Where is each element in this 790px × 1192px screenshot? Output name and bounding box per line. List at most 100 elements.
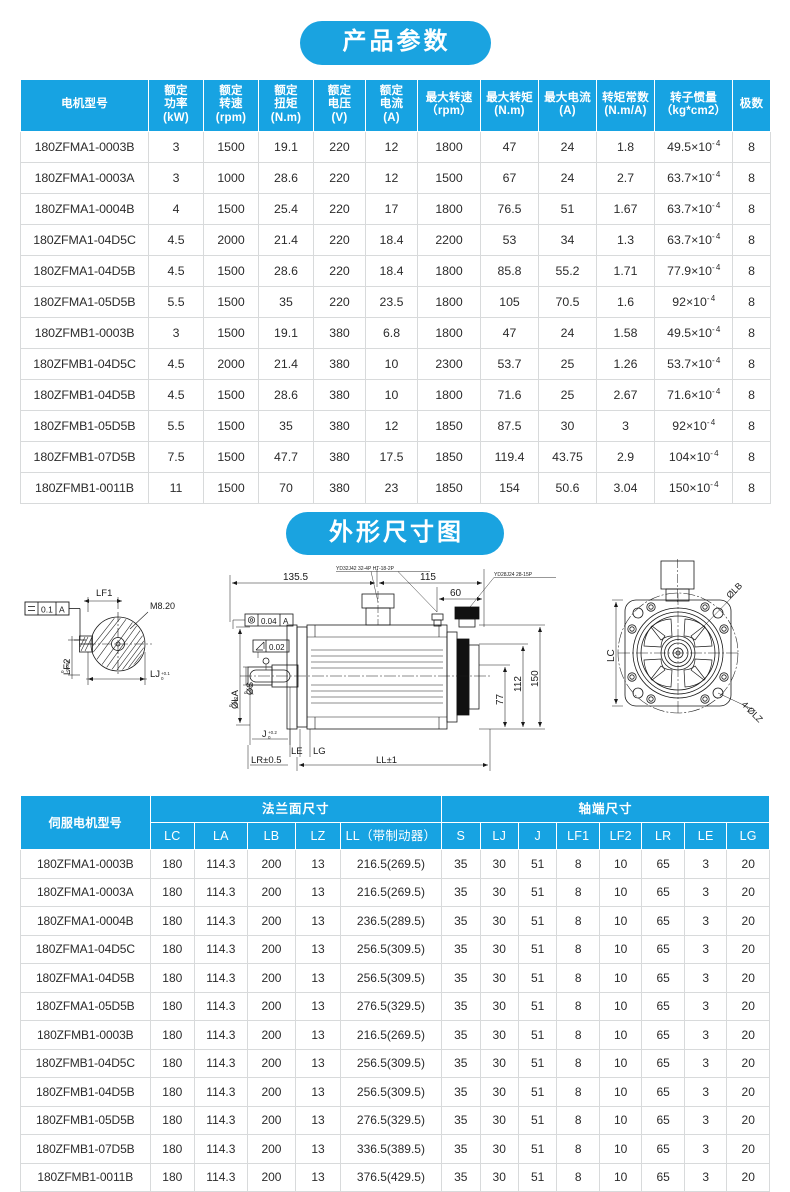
cell-rotor-inertia: 150×10- 4: [654, 471, 733, 504]
header-servo-model: 伺服电机型号: [20, 795, 151, 851]
cell-lb: 200: [246, 1048, 297, 1079]
cell-rated-voltage: 380: [313, 378, 366, 411]
cell-lj: 30: [479, 1162, 519, 1192]
cell-lf2: 10: [598, 1162, 643, 1192]
cell-model: 180ZFMA1-0003B: [20, 130, 149, 163]
cell-rated-power: 4.5: [148, 347, 204, 380]
cell-rated-power: 3: [148, 130, 204, 163]
cell-lg: 20: [726, 1134, 770, 1164]
label-lf2: LF2: [62, 659, 73, 675]
cell-rated-voltage: 220: [313, 192, 366, 225]
cell-rated-speed: 1500: [203, 440, 259, 473]
cell-model: 180ZFMA1-04D5C: [20, 223, 149, 256]
cell-lz: 13: [295, 906, 341, 936]
cell-rated-torque: 35: [258, 409, 314, 442]
cell-le: 3: [683, 1162, 728, 1192]
cell-max-speed: 1800: [417, 316, 481, 349]
cell-poles: 8: [732, 471, 771, 504]
header-ll: LL（带制动器）: [339, 822, 443, 851]
cell-lf2: 10: [598, 934, 643, 965]
label-lc: LC: [606, 649, 617, 662]
dim-112: 112: [513, 676, 524, 692]
cell-rated-current: 6.8: [365, 316, 418, 349]
cell-model: 180ZFMB1-04D5B: [20, 378, 149, 411]
cell-rated-torque: 70: [258, 471, 314, 504]
header-group-flange: 法兰面尺寸: [149, 795, 443, 824]
cell-le: 3: [683, 1134, 728, 1164]
cell-max-torque: 67: [480, 161, 539, 194]
cell-rotor-inertia: 77.9×10- 4: [654, 254, 733, 287]
cell-lr: 65: [641, 1020, 685, 1050]
dim-150: 150: [530, 670, 541, 687]
cell-max-torque: 105: [480, 285, 539, 318]
cell-lj: 30: [479, 849, 519, 879]
cell-le: 3: [683, 991, 728, 1022]
cell-max-torque: 47: [480, 316, 539, 349]
table-row: 180ZFMB1-04D5B 4.5 1500 28.6 380 10 1800 71.6 25…: [20, 378, 771, 411]
cell-ll: 256.5(309.5): [339, 1048, 443, 1079]
cell-lg: 20: [726, 1077, 770, 1107]
cell-model: 180ZFMB1-05D5B: [20, 1105, 151, 1136]
cell-j: 51: [517, 1048, 558, 1079]
cell-max-torque: 85.8: [480, 254, 539, 287]
cell-lb: 200: [246, 906, 297, 936]
header-rated-torque: 额定 扭矩 (N.m): [258, 78, 314, 132]
cell-lf2: 10: [598, 1077, 643, 1107]
cell-lr: 65: [641, 906, 685, 936]
cell-la: 114.3: [194, 1134, 248, 1164]
cell-torque-constant: 1.6: [596, 285, 655, 318]
cell-lf1: 8: [556, 963, 600, 993]
cell-max-current: 55.2: [538, 254, 597, 287]
params-table-wrap: 电机型号 额定 功率 (kW) 额定 转速 (rpm) 额定 扭矩: [0, 78, 790, 504]
table-row: 180ZFMB1-05D5B 180 114.3 200 13 276.5(329.5) 3…: [20, 1105, 770, 1136]
cell-rated-power: 3: [148, 161, 204, 194]
cell-rotor-inertia: 92×10- 4: [654, 285, 733, 318]
cell-lz: 13: [295, 849, 341, 879]
header-lf1: LF1: [556, 822, 600, 851]
cell-j: 51: [517, 1077, 558, 1107]
section-params-heading: 产品参数: [0, 0, 790, 65]
cell-rated-power: 7.5: [148, 440, 204, 473]
cell-ll: 256.5(309.5): [339, 1077, 443, 1107]
cell-lf2: 10: [598, 991, 643, 1022]
cell-model: 180ZFMB1-07D5B: [20, 1134, 151, 1164]
cell-j: 51: [517, 963, 558, 993]
cell-rotor-inertia: 53.7×10- 4: [654, 347, 733, 380]
cell-le: 3: [683, 934, 728, 965]
cell-la: 114.3: [194, 1105, 248, 1136]
cell-lg: 20: [726, 1020, 770, 1050]
table-row: 180ZFMB1-0011B 180 114.3 200 13 376.5(429.5) 3…: [20, 1162, 770, 1192]
cell-lj: 30: [479, 934, 519, 965]
cell-poles: 8: [732, 347, 771, 380]
cell-rotor-inertia: 63.7×10- 4: [654, 161, 733, 194]
cell-lf1: 8: [556, 877, 600, 908]
cell-s: 35: [441, 963, 481, 993]
cell-lf1: 8: [556, 1077, 600, 1107]
label-m8-20: M8.20: [150, 601, 175, 611]
cell-rated-voltage: 380: [313, 409, 366, 442]
table-row: 180ZFMB1-04D5B 180 114.3 200 13 256.5(309.5) 3…: [20, 1077, 770, 1107]
label-ll: LL±1: [376, 755, 397, 766]
header-rated-speed: 额定 转速 (rpm): [203, 78, 259, 132]
cell-ll: 256.5(309.5): [339, 963, 443, 993]
cell-rated-speed: 2000: [203, 223, 259, 256]
product-parameters-table: 电机型号 额定 功率 (kW) 额定 转速 (rpm) 额定 扭矩: [20, 78, 771, 504]
cell-rated-voltage: 220: [313, 254, 366, 287]
cell-lr: 65: [641, 877, 685, 908]
dimension-table: 伺服电机型号 法兰面尺寸 轴端尺寸 LC LA LB LZ LL（带制动器） S…: [20, 795, 770, 1192]
cell-rated-current: 18.4: [365, 254, 418, 287]
cell-model: 180ZFMA1-0003A: [20, 877, 151, 908]
cell-lz: 13: [295, 1077, 341, 1107]
middle-motor-side-view: 135.5 115 60 YD32J42 32-4P HT-18-2P: [228, 566, 556, 772]
cell-lr: 65: [641, 991, 685, 1022]
cell-lr: 65: [641, 1048, 685, 1079]
cell-s: 35: [441, 1048, 481, 1079]
cell-rated-power: 4.5: [148, 254, 204, 287]
svg-text:+0.10: +0.1 0: [161, 671, 170, 681]
cell-lz: 13: [295, 963, 341, 993]
cell-rotor-inertia: 49.5×10- 4: [654, 316, 733, 349]
cell-max-current: 51: [538, 192, 597, 225]
cell-rated-current: 23: [365, 471, 418, 504]
cell-la: 114.3: [194, 963, 248, 993]
cell-lg: 20: [726, 849, 770, 879]
